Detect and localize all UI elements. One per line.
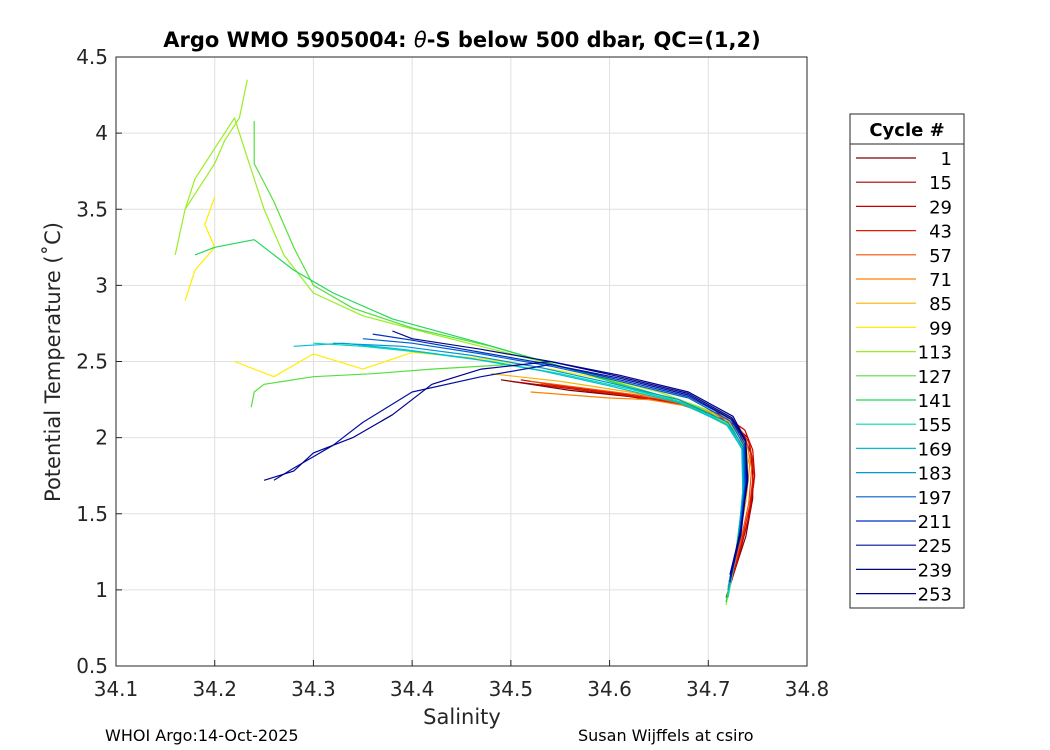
y-tick-label: 1.5 [76, 502, 108, 526]
y-axis-ticks: 0.5 1 1.5 2 2.5 3 3.5 4 4.5 [76, 45, 122, 678]
x-tick-label: 34.8 [785, 677, 830, 701]
legend-label: 127 [918, 367, 952, 388]
legend-label: 253 [918, 585, 952, 606]
y-tick-label: 4 [95, 121, 108, 145]
legend: Cycle # 1 15 29 43 57 71 85 99 113 127 141 155 169 18… [849, 113, 965, 609]
series-line-43 [540, 383, 755, 591]
legend-label: 197 [918, 488, 952, 509]
y-tick-label: 3.5 [76, 197, 108, 221]
y-tick-label: 2.5 [76, 350, 108, 374]
x-axis-label: Salinity [423, 705, 501, 729]
legend-entries: 1 15 29 43 57 71 85 99 113 127 141 155 169 183 197 211 2… [856, 149, 952, 606]
legend-label: 113 [918, 343, 952, 364]
title-theta: θ [414, 28, 427, 52]
legend-box [849, 113, 965, 609]
legend-label: 141 [918, 391, 952, 412]
series-line-197 [362, 338, 746, 583]
legend-label: 71 [929, 270, 952, 291]
series-line-29 [520, 379, 756, 591]
y-tick-label: 4.5 [76, 45, 108, 69]
legend-label: 57 [929, 246, 952, 267]
legend-label: 99 [929, 318, 952, 339]
legend-label: 43 [929, 222, 952, 243]
legend-label: 29 [929, 197, 952, 218]
legend-label: 155 [918, 415, 952, 436]
y-tick-label: 3 [95, 273, 108, 297]
x-axis-ticks: 34.1 34.2 34.3 34.4 34.5 34.6 34.7 34.8 [94, 660, 830, 701]
legend-label: 169 [918, 439, 952, 460]
series-layer [174, 79, 756, 606]
series-line-253 [263, 360, 749, 575]
legend-label: 15 [929, 173, 952, 194]
series-line-127b [250, 363, 511, 408]
y-tick-label: 2 [95, 426, 108, 450]
x-tick-label: 34.2 [192, 677, 237, 701]
legend-label: 1 [941, 149, 952, 170]
series-line-183 [333, 342, 745, 591]
title-prefix: Argo WMO 5905004: [163, 28, 414, 52]
x-tick-label: 34.7 [686, 677, 731, 701]
series-line-113b [184, 79, 248, 210]
x-tick-label: 34.1 [94, 677, 139, 701]
x-tick-label: 34.6 [587, 677, 632, 701]
x-tick-label: 34.4 [390, 677, 435, 701]
legend-title: Cycle # [869, 120, 944, 141]
footer-right: Susan Wijffels at csiro [578, 726, 754, 745]
x-tick-label: 34.5 [489, 677, 534, 701]
x-tick-label: 34.3 [291, 677, 336, 701]
series-line-169 [293, 342, 744, 591]
y-axis-label: Potential Temperature (˚C) [41, 222, 65, 502]
footer-left: WHOI Argo:14-Oct-2025 [105, 726, 299, 745]
chart-title: Argo WMO 5905004: θ-S below 500 dbar, QC… [163, 28, 760, 52]
y-tick-label: 1 [95, 578, 108, 602]
title-suffix: -S below 500 dbar, QC=(1,2) [427, 28, 761, 52]
legend-label: 225 [918, 536, 952, 557]
legend-label: 183 [918, 464, 952, 485]
legend-label: 85 [929, 294, 952, 315]
legend-label: 239 [918, 560, 952, 581]
y-tick-label: 0.5 [76, 654, 108, 678]
legend-label: 211 [918, 512, 952, 533]
